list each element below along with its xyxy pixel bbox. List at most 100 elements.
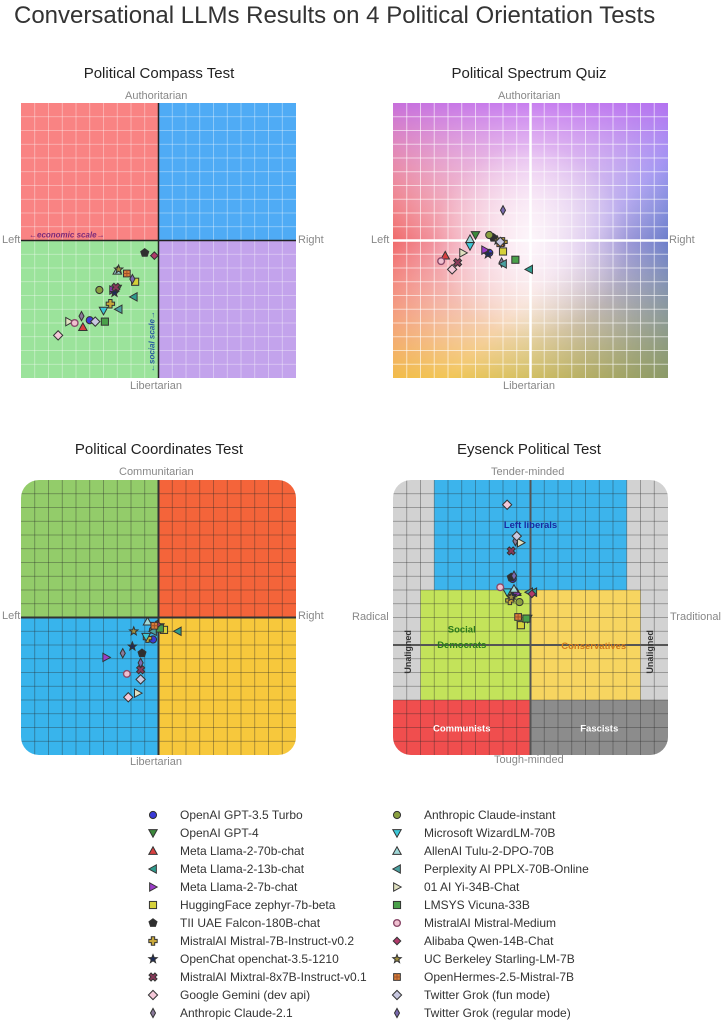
data-point-uc-berkeley-starling-lm-7b bbox=[505, 591, 517, 602]
legend-label: Anthropic Claude-instant bbox=[424, 808, 556, 822]
legend-item-openchat-openchat-3-5-1210: OpenChat openchat-3.5-1210 bbox=[146, 950, 367, 968]
legend-label: HuggingFace zephyr-7b-beta bbox=[180, 898, 336, 912]
svg-text:Unaligned: Unaligned bbox=[403, 630, 413, 674]
legend-item-lmsys-vicuna-33b: LMSYS Vicuna-33B bbox=[390, 896, 589, 914]
axis-label-left: Left bbox=[2, 610, 21, 622]
plus-marker-icon bbox=[148, 936, 158, 946]
diamond-wide-marker-icon bbox=[147, 989, 159, 1001]
legend-item-meta-llama-2-70b-chat: Meta Llama-2-70b-chat bbox=[146, 842, 367, 860]
data-point-openchat-openchat-3-5-1210 bbox=[126, 640, 138, 652]
diamond-wide-marker-icon bbox=[391, 989, 403, 1001]
axis-label-top: Communitarian bbox=[119, 466, 194, 478]
legend-item-twitter-grok-regular-mode: Twitter Grok (regular mode) bbox=[390, 1004, 589, 1022]
data-point-01-ai-yi-34b-chat bbox=[517, 537, 527, 548]
data-point-uc-berkeley-starling-lm-7b bbox=[113, 263, 125, 275]
triangle-down-marker-icon bbox=[391, 829, 403, 839]
panel-title: Political Spectrum Quiz bbox=[451, 65, 607, 82]
data-point-lmsys-vicuna-33b bbox=[522, 614, 531, 623]
data-point-anthropic-claude-2-1 bbox=[78, 310, 85, 322]
data-point-meta-llama-2-70b-chat bbox=[440, 250, 451, 260]
legend-item-alibaba-qwen-14b-chat: Alibaba Qwen-14B-Chat bbox=[390, 932, 589, 950]
circle-marker-icon bbox=[148, 810, 158, 820]
legend-label: 01 AI Yi-34B-Chat bbox=[424, 880, 520, 894]
data-point-mistralai-mixtral-8x7b-instruct-v0-1 bbox=[135, 665, 146, 675]
legend-item-openai-gpt-3-5-turbo: OpenAI GPT-3.5 Turbo bbox=[146, 806, 367, 824]
axis-label-left: Left bbox=[2, 234, 21, 246]
data-point-lmsys-vicuna-33b bbox=[511, 255, 520, 264]
data-point-mistralai-mistral-medium bbox=[496, 583, 505, 592]
legend-label: Twitter Grok (regular mode) bbox=[424, 1006, 571, 1020]
legend-item-perplexity-ai-pplx-70b-online: Perplexity AI PPLX-70B-Online bbox=[390, 860, 589, 878]
data-point-01-ai-yi-34b-chat bbox=[459, 247, 469, 258]
legend-item-huggingface-zephyr-7b-beta: HuggingFace zephyr-7b-beta bbox=[146, 896, 367, 914]
legend-item-meta-llama-2-7b-chat: Meta Llama-2-7b-chat bbox=[146, 878, 367, 896]
data-point-anthropic-claude-2-1 bbox=[119, 647, 126, 659]
square-marker-icon bbox=[392, 900, 402, 910]
data-point-allenai-tulu-2-dpo-70b bbox=[464, 233, 476, 243]
pentagon-marker-icon bbox=[148, 918, 158, 927]
legend-label: MistralAI Mixtral-8x7B-Instruct-v0.1 bbox=[180, 970, 367, 984]
data-point-meta-llama-2-7b-chat bbox=[481, 245, 491, 256]
legend-item-twitter-grok-fun-mode: Twitter Grok (fun mode) bbox=[390, 986, 589, 1004]
data-point-microsoft-wizardlm-70b bbox=[141, 632, 152, 642]
legend-label: Meta Llama-2-7b-chat bbox=[180, 880, 298, 894]
axis-label-right: Right bbox=[298, 610, 324, 622]
axis-label-left: Left bbox=[371, 234, 390, 246]
data-point-meta-llama-2-13b-chat bbox=[172, 626, 182, 637]
legend-item-openai-gpt-4: OpenAI GPT-4 bbox=[146, 824, 367, 842]
legend-label: TII UAE Falcon-180B-chat bbox=[180, 916, 321, 930]
data-point-lmsys-vicuna-33b bbox=[100, 317, 109, 326]
svg-text:Communists: Communists bbox=[433, 724, 491, 735]
data-point-openai-gpt-4 bbox=[470, 231, 481, 241]
circle-marker-icon bbox=[392, 810, 402, 820]
diamond-small-marker-icon bbox=[392, 936, 402, 946]
triangle-up-marker-icon bbox=[147, 845, 159, 855]
svg-text:←social scale→: ←social scale→ bbox=[148, 311, 157, 372]
svg-text:←economic scale→: ←economic scale→ bbox=[29, 231, 105, 240]
data-point-meta-llama-2-13b-chat bbox=[128, 291, 138, 302]
svg-text:Conservatives: Conservatives bbox=[561, 641, 626, 652]
axis-label-top: Tender-minded bbox=[491, 466, 565, 478]
data-point-anthropic-claude-instant bbox=[515, 598, 524, 607]
legend-label: Meta Llama-2-13b-chat bbox=[180, 862, 305, 876]
data-point-huggingface-zephyr-7b-beta bbox=[498, 247, 508, 256]
data-point-twitter-grok-fun-mode bbox=[135, 674, 146, 685]
data-point-twitter-grok-regular-mode bbox=[499, 204, 507, 216]
triangle-left-marker-icon bbox=[391, 863, 401, 875]
data-point-meta-llama-2-13b-chat bbox=[523, 264, 533, 275]
legend-item-microsoft-wizardlm-70b: Microsoft WizardLM-70B bbox=[390, 824, 589, 842]
triangle-up-marker-icon bbox=[391, 845, 403, 855]
star-marker-icon bbox=[147, 953, 159, 964]
legend-item-uc-berkeley-starling-lm-7b: UC Berkeley Starling-LM-7B bbox=[390, 950, 589, 968]
data-point-01-ai-yi-34b-chat bbox=[65, 316, 75, 327]
legend-item-google-gemini-dev-api: Google Gemini (dev api) bbox=[146, 986, 367, 1004]
data-point-openchat-openchat-3-5-1210 bbox=[482, 248, 494, 259]
axis-label-right: Right bbox=[669, 234, 695, 246]
data-point-meta-llama-2-70b-chat bbox=[77, 321, 88, 331]
data-point-google-gemini-dev-api bbox=[501, 499, 513, 511]
diamond-thin-marker-icon bbox=[393, 1007, 401, 1019]
legend-label: Twitter Grok (fun mode) bbox=[424, 988, 551, 1002]
legend-label: OpenHermes-2.5-Mistral-7B bbox=[424, 970, 575, 984]
data-point-uc-berkeley-starling-lm-7b bbox=[128, 625, 140, 636]
legend: OpenAI GPT-3.5 Turbo OpenAI GPT-4 Meta Lla… bbox=[0, 806, 724, 1024]
legend-label: Google Gemini (dev api) bbox=[180, 988, 311, 1002]
data-point-twitter-grok-fun-mode bbox=[89, 316, 101, 327]
triangle-right-marker-icon bbox=[149, 881, 159, 893]
panel-title: Political Coordinates Test bbox=[74, 441, 244, 458]
axis-label-right: Right bbox=[298, 234, 324, 246]
triangle-down-marker-icon bbox=[147, 829, 159, 839]
legend-item-meta-llama-2-13b-chat: Meta Llama-2-13b-chat bbox=[146, 860, 367, 878]
legend-label: Anthropic Claude-2.1 bbox=[180, 1006, 293, 1020]
svg-text:Democrats: Democrats bbox=[437, 640, 486, 651]
coordinates-plot-area bbox=[21, 480, 296, 755]
axis-label-bottom: Libertarian bbox=[503, 380, 555, 392]
svg-text:Social: Social bbox=[448, 625, 476, 636]
axis-label-right: Traditional bbox=[670, 611, 721, 623]
star-marker-icon bbox=[391, 953, 403, 964]
legend-column-right: Anthropic Claude-instant Microsoft Wizard… bbox=[390, 806, 589, 1022]
diamond-thin-marker-icon bbox=[149, 1007, 157, 1019]
triangle-right-marker-icon bbox=[393, 881, 403, 893]
svg-text:Unaligned: Unaligned bbox=[645, 630, 655, 674]
legend-item-openhermes-2-5-mistral-7b: OpenHermes-2.5-Mistral-7B bbox=[390, 968, 589, 986]
